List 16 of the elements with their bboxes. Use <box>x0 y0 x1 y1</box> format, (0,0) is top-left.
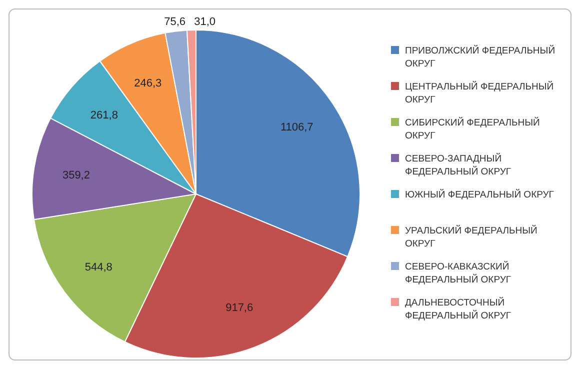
legend-label: ДАЛЬНЕВОСТОЧНЫЙ ФЕДЕРАЛЬНЫЙ ОКРУГ <box>405 296 512 322</box>
data-label: 1106,7 <box>280 121 314 134</box>
legend-label: СЕВЕРО-ЗАПАДНЫЙ ФЕДЕРАЛЬНЫЙ ОКРУГ <box>405 152 512 178</box>
legend-label: ПРИВОЛЖСКИЙ ФЕДЕРАЛЬНЫЙ ОКРУГ <box>405 44 556 70</box>
data-label: 359,2 <box>62 169 90 182</box>
data-label: 75,6 <box>164 16 186 28</box>
legend-label: СЕВЕРО-КАВКАЗСКИЙ ФЕДЕРАЛЬНЫЙ ОКРУГ <box>405 260 512 286</box>
legend-label: ЮЖНЫЙ ФЕДЕРАЛЬНЫЙ ОКРУГ <box>405 188 554 200</box>
legend-label: УРАЛЬСКИЙ ФЕДЕРАЛЬНЫЙ ОКРУГ <box>405 224 538 250</box>
legend-label: ЦЕНТРАЛЬНЫЙ ФЕДЕРАЛЬНЫЙ ОКРУГ <box>405 80 554 106</box>
data-label: 917,6 <box>226 302 254 314</box>
data-label: 261,8 <box>90 109 118 122</box>
data-label: 246,3 <box>134 77 162 90</box>
data-label: 544,8 <box>84 261 112 274</box>
legend-label: СИБИРСКИЙ ФЕДЕРАЛЬНЫЙ ОКРУГ <box>405 116 540 142</box>
data-label: 31,0 <box>194 16 216 28</box>
